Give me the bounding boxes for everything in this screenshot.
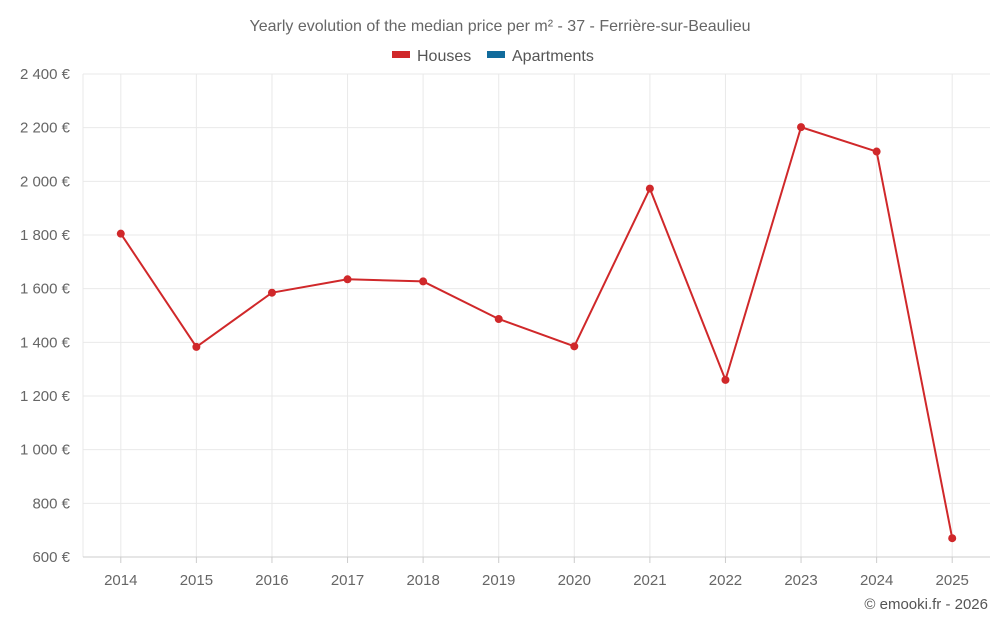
chart-title: Yearly evolution of the median price per…: [250, 18, 751, 35]
x-tick-label: 2016: [255, 572, 288, 589]
x-tick-label: 2024: [860, 572, 893, 589]
data-point-houses[interactable]: [419, 277, 428, 286]
x-tick-label: 2017: [331, 572, 364, 589]
x-tick-label: 2018: [406, 572, 439, 589]
x-tick-label: 2015: [180, 572, 213, 589]
y-tick-label: 800 €: [32, 495, 70, 512]
x-tick-label: 2020: [558, 572, 591, 589]
data-point-houses[interactable]: [645, 184, 654, 193]
data-point-houses[interactable]: [343, 275, 352, 284]
data-point-houses[interactable]: [192, 342, 201, 351]
x-tick-label: 2014: [104, 572, 137, 589]
data-point-houses[interactable]: [721, 375, 730, 384]
legend-label-apartments: Apartments: [512, 48, 594, 65]
grid: [82, 73, 990, 557]
legend-item-apartments[interactable]: Apartments: [487, 48, 594, 65]
x-tick-label: 2022: [709, 572, 742, 589]
x-tick-label: 2025: [936, 572, 969, 589]
y-tick-label: 1 400 €: [20, 334, 71, 351]
data-point-houses[interactable]: [948, 534, 957, 543]
legend: Houses Apartments: [392, 48, 594, 65]
legend-swatch-houses: [392, 51, 410, 58]
data-point-houses[interactable]: [570, 342, 579, 351]
y-tick-label: 1 200 €: [20, 388, 71, 405]
data-point-houses[interactable]: [267, 288, 276, 297]
y-tick-label: 2 400 €: [20, 66, 71, 83]
legend-label-houses: Houses: [417, 48, 471, 65]
series: [116, 123, 957, 543]
x-tick-label: 2021: [633, 572, 666, 589]
series-line-houses: [119, 126, 954, 539]
y-tick-label: 600 €: [32, 549, 70, 566]
x-tick-label: 2023: [784, 572, 817, 589]
data-point-houses[interactable]: [116, 229, 125, 238]
y-tick-label: 1 600 €: [20, 281, 71, 298]
x-tick-label: 2019: [482, 572, 515, 589]
legend-swatch-apartments: [487, 51, 505, 58]
y-tick-label: 1 800 €: [20, 227, 71, 244]
data-point-houses[interactable]: [797, 123, 806, 132]
data-point-houses[interactable]: [872, 147, 881, 156]
axes: 600 € 800 € 1 000 € 1 200 € 1 400 € 1 600 € 1 …: [20, 66, 990, 589]
data-point-houses[interactable]: [494, 314, 503, 323]
legend-item-houses[interactable]: Houses: [392, 48, 471, 65]
y-tick-label: 2 000 €: [20, 173, 71, 190]
y-tick-label: 1 000 €: [20, 442, 71, 459]
credit-text: © emooki.fr - 2026: [864, 596, 988, 613]
y-tick-label: 2 200 €: [20, 120, 71, 137]
